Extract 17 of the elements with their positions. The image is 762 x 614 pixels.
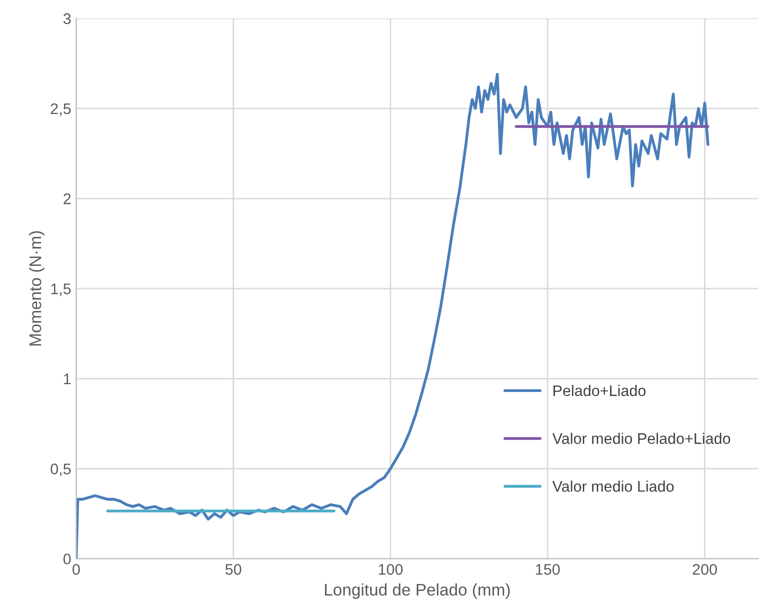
x-tick-label: 50 — [225, 564, 242, 575]
x-tick-label: 200 — [692, 564, 717, 575]
y-axis-title: Momento (N·m) — [29, 231, 45, 346]
x-tick-label: 100 — [378, 564, 403, 575]
x-tick-label: 150 — [536, 564, 560, 575]
y-tick-label: 2,5 — [50, 103, 71, 116]
x-axis-title: Longitud de Pelado (mm) — [325, 583, 510, 599]
y-tick-label: 2 — [64, 193, 71, 204]
y-tick-label: 1,5 — [51, 284, 71, 296]
y-tick-label: 0,5 — [50, 464, 71, 476]
legend-label: Valor medio Liado — [552, 480, 674, 492]
x-tick-label: 0 — [72, 564, 80, 575]
legend-label: Pelado+Liado — [554, 384, 646, 396]
y-tick-label: 1 — [64, 374, 71, 384]
legend-label: Valor medio Pelado+Liado — [552, 432, 730, 444]
y-tick-label: 0 — [63, 554, 71, 564]
y-tick-label: 3 — [63, 13, 71, 24]
